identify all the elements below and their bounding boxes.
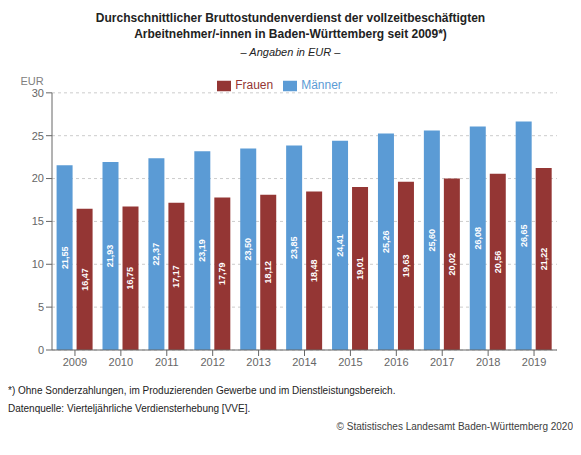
svg-text:2019: 2019: [522, 356, 546, 368]
svg-text:EUR: EUR: [20, 75, 43, 87]
svg-text:15: 15: [32, 215, 44, 227]
svg-text:10: 10: [32, 258, 44, 270]
svg-text:23,85: 23,85: [289, 237, 299, 260]
svg-text:20,56: 20,56: [493, 251, 503, 274]
html-text:Datenquelle: Vierteljährliche: Datenquelle: Vierteljährliche Verdienste…: [8, 403, 251, 414]
svg-text:19,01: 19,01: [355, 257, 365, 280]
svg-text:2011: 2011: [155, 356, 179, 368]
svg-text:23,19: 23,19: [197, 239, 207, 262]
svg-text:21,22: 21,22: [539, 248, 549, 271]
svg-text:2016: 2016: [384, 356, 408, 368]
svg-text:2014: 2014: [292, 356, 316, 368]
svg-text:0: 0: [38, 344, 44, 356]
svg-text:2017: 2017: [430, 356, 454, 368]
svg-text:17,79: 17,79: [217, 262, 227, 285]
svg-text:30: 30: [32, 87, 44, 99]
svg-text:25: 25: [32, 130, 44, 142]
html-text:Frauen: Frauen: [235, 78, 274, 92]
svg-text:25,60: 25,60: [427, 229, 437, 252]
html-text:*) Ohne Sonderzahlungen, im Pr: *) Ohne Sonderzahlungen, im Produzierend…: [8, 385, 396, 396]
svg-text:21,55: 21,55: [60, 246, 70, 269]
svg-text:19,63: 19,63: [401, 255, 411, 278]
svg-text:20: 20: [32, 172, 44, 184]
svg-text:25,26: 25,26: [381, 230, 391, 253]
svg-text:2018: 2018: [476, 356, 500, 368]
svg-text:24,41: 24,41: [335, 234, 345, 257]
svg-text:18,12: 18,12: [263, 261, 273, 284]
svg-text:2009: 2009: [63, 356, 87, 368]
html-text:– Angaben in EUR –: – Angaben in EUR –: [240, 46, 341, 58]
html-text:Arbeitnehmer/-innen in Baden-W: Arbeitnehmer/-innen in Baden-Württemberg…: [134, 27, 447, 41]
svg-text:22,37: 22,37: [151, 243, 161, 266]
html-text:Männer: Männer: [301, 78, 342, 92]
svg-text:2012: 2012: [200, 356, 224, 368]
svg-text:26,65: 26,65: [519, 225, 529, 248]
svg-text:2010: 2010: [109, 356, 133, 368]
html-text:Durchschnittlicher Bruttostund: Durchschnittlicher Bruttostundenverdiens…: [95, 11, 486, 25]
svg-text:5: 5: [38, 301, 44, 313]
svg-text:16,47: 16,47: [80, 268, 90, 291]
html-text:© Statistisches Landesamt Bade: © Statistisches Landesamt Baden-Württemb…: [336, 421, 573, 432]
svg-text:17,17: 17,17: [171, 265, 181, 288]
svg-text:26,08: 26,08: [473, 227, 483, 250]
svg-text:2013: 2013: [246, 356, 270, 368]
svg-text:18,48: 18,48: [309, 260, 319, 283]
svg-text:23,50: 23,50: [243, 238, 253, 261]
svg-text:21,93: 21,93: [106, 245, 116, 268]
svg-text:16,75: 16,75: [126, 267, 136, 290]
svg-text:2015: 2015: [338, 356, 362, 368]
svg-text:20,02: 20,02: [447, 253, 457, 276]
